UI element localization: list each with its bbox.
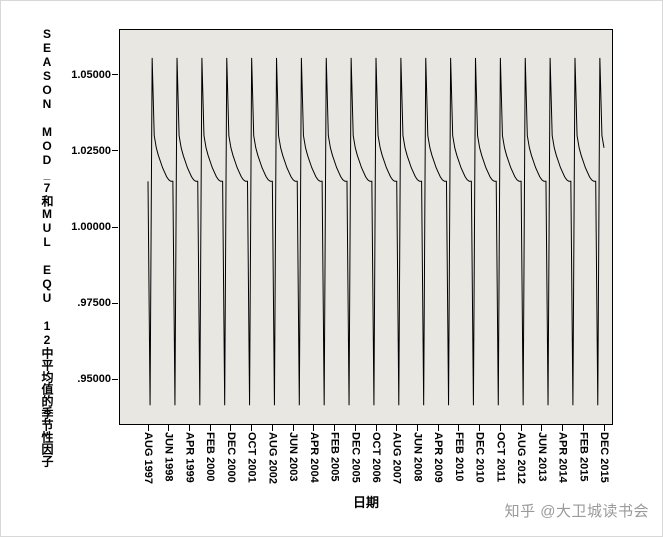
x-tick-mark — [251, 425, 253, 431]
y-tick-mark — [112, 226, 118, 228]
plot-svg — [119, 29, 613, 425]
x-tick-mark — [147, 425, 149, 431]
x-tick-mark — [479, 425, 481, 431]
x-tick-mark — [354, 425, 356, 431]
x-tick-label: JUN 2013 — [535, 432, 548, 482]
x-tick-label: AUG 2007 — [390, 432, 403, 484]
x-tick-mark — [562, 425, 563, 431]
x-tick-label: FEB 2005 — [328, 432, 341, 482]
x-tick-label: FEB 2010 — [452, 432, 465, 482]
x-tick-label: JUN 2008 — [411, 432, 424, 482]
x-axis-title: 日期 — [352, 495, 379, 510]
x-tick-mark — [417, 425, 418, 431]
x-tick-mark — [209, 425, 211, 431]
x-tick-label: OCT 2011 — [494, 432, 507, 483]
series-line — [147, 57, 605, 406]
x-tick-label: DEC 2005 — [349, 432, 362, 483]
x-tick-label: DEC 2015 — [598, 432, 610, 483]
x-tick-label: APR 2004 — [307, 432, 320, 483]
x-tick-mark — [292, 425, 294, 431]
x-tick-label: JUN 2003 — [287, 432, 300, 482]
x-tick-mark — [603, 425, 605, 431]
x-tick-label: OCT 2006 — [370, 432, 382, 483]
x-tick-mark — [375, 425, 377, 431]
y-tick-label: 1.05000 — [71, 68, 111, 81]
y-tick-label: .97500 — [77, 297, 111, 310]
x-tick-mark — [520, 425, 522, 431]
y-tick-mark — [112, 150, 118, 152]
plot-background — [119, 29, 613, 425]
x-tick-mark — [458, 425, 460, 431]
x-tick-label: OCT 2001 — [245, 432, 258, 483]
x-tick-mark — [230, 425, 232, 431]
x-tick-label: JUN 1998 — [162, 432, 175, 482]
x-tick-mark — [334, 425, 335, 431]
y-tick-label: 1.02500 — [71, 144, 111, 157]
x-tick-mark — [313, 425, 315, 431]
x-tick-mark — [437, 425, 439, 431]
watermark: 知乎 @大卫城读书会 — [504, 503, 649, 520]
x-tick-label: AUG 2012 — [515, 432, 528, 484]
x-tick-label: APR 2014 — [556, 432, 569, 483]
plot-area — [119, 29, 613, 425]
y-tick-label: .95000 — [77, 373, 111, 386]
x-tick-mark — [189, 425, 190, 431]
x-tick-mark — [582, 425, 584, 431]
x-tick-label: DEC 2000 — [224, 432, 237, 483]
x-tick-label: AUG 2002 — [266, 432, 279, 484]
x-tick-label: FEB 2000 — [204, 432, 217, 482]
y-tick-label: 1.00000 — [71, 221, 111, 233]
x-tick-label: FEB 2015 — [577, 432, 590, 482]
x-tick-mark — [499, 425, 501, 431]
x-tick-mark — [271, 425, 273, 431]
x-tick-label: DEC 2010 — [473, 432, 486, 483]
x-tick-label: APR 2009 — [432, 432, 445, 483]
x-tick-mark — [396, 425, 398, 431]
x-tick-mark — [541, 425, 543, 431]
y-axis-title: SEASON MOD_7和MUL EQU 12中平均值的季节性因子 — [40, 27, 54, 467]
x-tick-label: AUG 1997 — [142, 432, 154, 484]
y-tick-mark — [112, 74, 118, 76]
y-tick-mark — [112, 302, 118, 304]
x-tick-mark — [168, 425, 170, 431]
x-tick-label: APR 1999 — [183, 432, 196, 483]
y-tick-mark — [112, 378, 118, 380]
